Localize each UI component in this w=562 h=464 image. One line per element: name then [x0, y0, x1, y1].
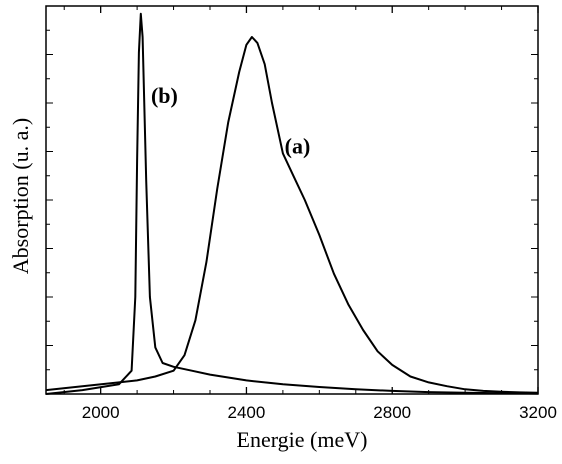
series-line-b [45, 12, 539, 395]
series-annotation: (a) [285, 133, 311, 158]
x-tick-label: 2400 [228, 403, 266, 422]
y-axis-label: Absorption (u. a.) [8, 118, 33, 274]
x-tick-label: 2000 [82, 403, 120, 422]
series-annotation: (b) [151, 83, 178, 108]
series-line-a [45, 36, 539, 394]
x-tick-label: 2800 [373, 403, 411, 422]
x-tick-label: 3200 [519, 403, 557, 422]
x-axis-label: Energie (meV) [237, 427, 368, 452]
plot-frame [45, 5, 539, 395]
